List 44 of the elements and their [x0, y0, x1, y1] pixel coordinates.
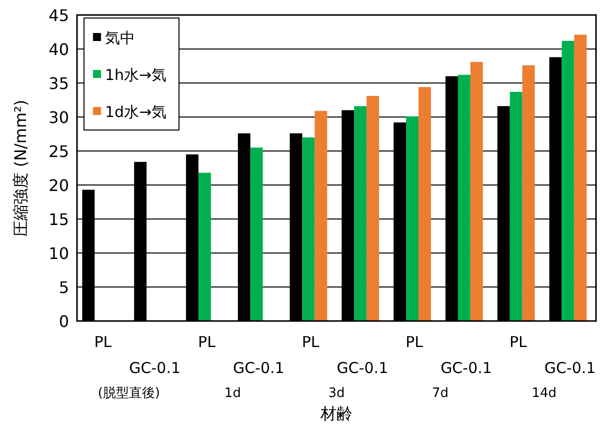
legend-label: 気中 — [105, 29, 135, 47]
bar — [522, 65, 535, 321]
y-tick-label: 0 — [58, 312, 69, 331]
x-tick-label: GC-0.1 — [544, 359, 596, 377]
bar — [510, 92, 522, 321]
x-tick-label: GC-0.1 — [232, 359, 284, 377]
bar — [302, 137, 315, 321]
text: 1d — [224, 386, 241, 401]
x-axis-title: 材齢 — [320, 404, 352, 423]
text: 14d — [532, 386, 556, 401]
y-tick-label: 45 — [48, 6, 69, 25]
bar — [574, 34, 587, 321]
y-tick-label: 20 — [48, 176, 69, 195]
bar — [198, 172, 211, 321]
bar — [562, 40, 574, 321]
x-tick-label: GC-0.1 — [336, 359, 388, 377]
bar — [314, 110, 328, 321]
x-tick-label: PL — [94, 333, 112, 351]
bar — [406, 116, 418, 321]
legend-label: 1d水→気 — [105, 103, 167, 121]
legend-label: 1h水→気 — [105, 66, 167, 84]
x-tick-label: PL — [406, 333, 424, 351]
y-tick-label: 40 — [48, 40, 69, 59]
x-tick-label: GC-0.1 — [440, 359, 492, 377]
bar — [458, 74, 470, 321]
x-tick-label: PL — [509, 333, 528, 351]
text: 7d — [432, 386, 449, 401]
bar — [366, 96, 380, 321]
y-tick-label: 35 — [48, 74, 69, 93]
text: (脱型直後) — [98, 386, 160, 401]
bar — [418, 87, 431, 321]
y-tick-label: 10 — [48, 244, 69, 263]
bar — [470, 62, 483, 321]
x-tick-label: GC-0.1 — [129, 359, 181, 377]
x-tick-label: PL — [302, 333, 320, 351]
text: 3d — [328, 386, 345, 401]
bar — [250, 148, 263, 321]
y-tick-label: 30 — [48, 108, 69, 127]
y-tick-label: 15 — [48, 210, 69, 229]
y-tick-label: 25 — [48, 142, 69, 161]
y-axis-title: 圧縮強度 (N/mm²) — [11, 100, 30, 236]
x-tick-label: PL — [198, 333, 216, 351]
y-tick-label: 5 — [58, 278, 69, 297]
bar — [354, 106, 367, 321]
